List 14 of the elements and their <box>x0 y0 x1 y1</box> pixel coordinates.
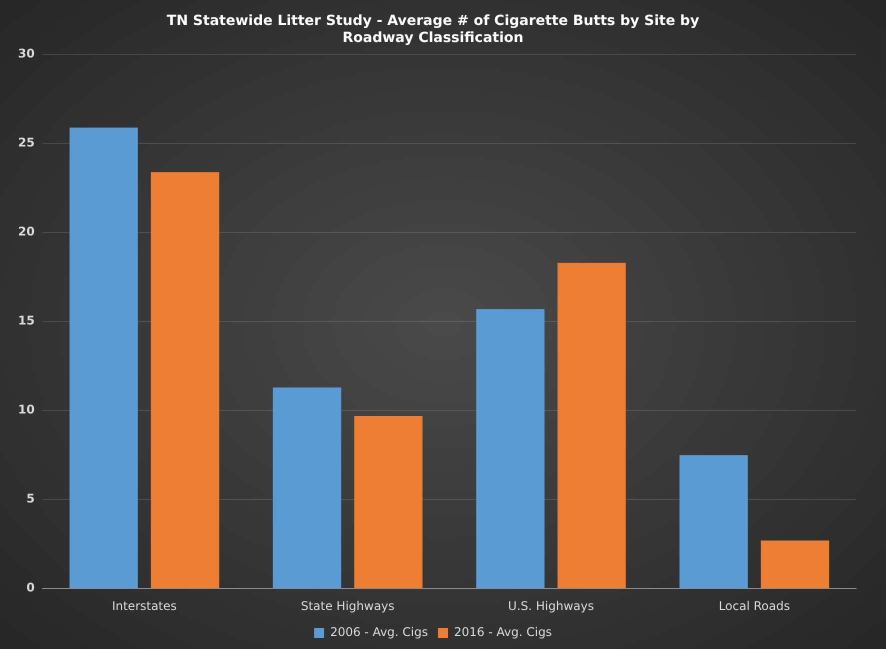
y-tick-label: 25 <box>18 136 35 150</box>
y-tick-label: 20 <box>18 224 35 239</box>
x-tick-label: Interstates <box>112 598 177 613</box>
legend-label: 2016 - Avg. Cigs <box>454 625 552 640</box>
x-tick-label: Local Roads <box>718 598 790 613</box>
y-tick-label: 30 <box>18 46 35 61</box>
chart-title: TN Statewide Litter Study - Average # of Cigarette Butts by Site by Roadway Classification <box>166 13 700 46</box>
y-tick-label: 15 <box>18 314 35 328</box>
legend-label: 2006 - Avg. Cigs <box>330 625 428 640</box>
y-tick-label: 5 <box>26 492 35 506</box>
x-tick-label: State Highways <box>300 598 395 613</box>
x-tick-label: U.S. Highways <box>508 598 594 613</box>
y-tick-label: 0 <box>26 580 35 595</box>
y-tick-label: 10 <box>18 402 35 417</box>
